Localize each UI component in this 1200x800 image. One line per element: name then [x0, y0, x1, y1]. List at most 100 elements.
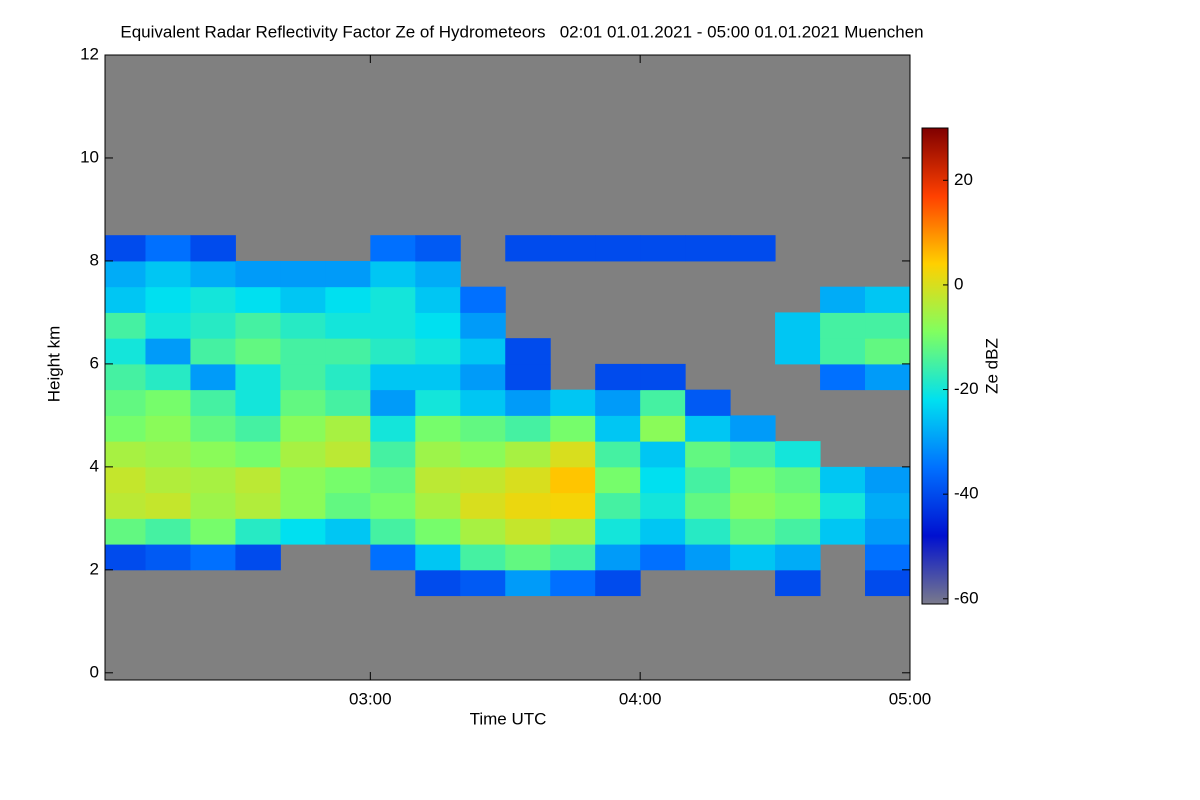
heatmap-cell — [190, 260, 236, 288]
heatmap-cell — [105, 235, 146, 262]
heatmap-cell — [460, 569, 506, 597]
heatmap-cell — [595, 466, 641, 494]
heatmap-cell — [105, 260, 146, 288]
heatmap-cell — [105, 466, 146, 494]
heatmap-cell — [595, 415, 641, 442]
heatmap-cell — [460, 441, 506, 468]
heatmap-cell — [505, 466, 551, 494]
heatmap-cell — [190, 363, 236, 391]
heatmap-cell — [730, 441, 776, 468]
heatmap-cell — [325, 415, 371, 442]
y-tick-label: 0 — [90, 662, 99, 681]
heatmap-cell — [415, 235, 461, 262]
heatmap-cell — [550, 544, 596, 571]
heatmap-cell — [775, 441, 821, 468]
heatmap-cell — [415, 569, 461, 597]
heatmap-cell — [280, 415, 326, 442]
heatmap-cell — [190, 544, 236, 571]
heatmap-cell — [145, 492, 191, 519]
heatmap-cell — [145, 415, 191, 442]
heatmap-cell — [460, 338, 506, 365]
heatmap-cell — [505, 544, 551, 571]
heatmap-cell — [865, 363, 911, 391]
heatmap-cell — [370, 415, 416, 442]
heatmap-cell — [865, 338, 911, 365]
heatmap-cell — [190, 415, 236, 442]
heatmap-cell — [280, 312, 326, 339]
y-tick-label: 8 — [90, 250, 99, 269]
heatmap-cell — [280, 260, 326, 288]
heatmap-cell — [325, 312, 371, 339]
heatmap-cell — [730, 235, 776, 262]
heatmap-cell — [505, 415, 551, 442]
heatmap-cell — [145, 466, 191, 494]
heatmap-cell — [550, 389, 596, 416]
colorbar-tick-label: -20 — [954, 379, 979, 398]
heatmap-cell — [685, 518, 731, 545]
heatmap-cell — [595, 441, 641, 468]
x-axis-label: Time UTC — [470, 709, 547, 728]
heatmap-cell — [550, 492, 596, 519]
heatmap-cell — [730, 544, 776, 571]
heatmap-cell — [235, 338, 281, 365]
heatmap-cell — [235, 544, 281, 571]
heatmap-cell — [595, 235, 641, 262]
heatmap-cell — [865, 312, 911, 339]
heatmap-cell — [505, 389, 551, 416]
heatmap-cell — [415, 260, 461, 288]
heatmap-cell — [550, 569, 596, 597]
heatmap-cell — [325, 286, 371, 313]
heatmap-cell — [145, 338, 191, 365]
heatmap-cell — [190, 338, 236, 365]
heatmap-cell — [865, 544, 911, 571]
y-axis-label: Height km — [44, 326, 63, 403]
heatmap-cell — [280, 441, 326, 468]
heatmap-cell — [190, 235, 236, 262]
heatmap-cell — [370, 518, 416, 545]
heatmap-cell — [145, 260, 191, 288]
heatmap-cell — [865, 492, 911, 519]
heatmap-cell — [190, 389, 236, 416]
heatmap-cell — [505, 338, 551, 365]
heatmap-cell — [460, 518, 506, 545]
heatmap-cell — [190, 466, 236, 494]
heatmap-cell — [415, 312, 461, 339]
heatmap-cell — [105, 312, 146, 339]
heatmap-cell — [105, 363, 146, 391]
heatmap-cell — [235, 363, 281, 391]
heatmap-cell — [325, 260, 371, 288]
heatmap-cell — [685, 492, 731, 519]
heatmap-cell — [325, 518, 371, 545]
heatmap-cell — [505, 235, 551, 262]
colorbar-tick-label: 20 — [954, 170, 973, 189]
heatmap-cell — [730, 518, 776, 545]
heatmap-cell — [775, 492, 821, 519]
heatmap-cell — [640, 415, 686, 442]
colorbar-tick-label: -40 — [954, 484, 979, 503]
y-tick-label: 2 — [90, 559, 99, 578]
x-tick-label: 03:00 — [349, 689, 392, 708]
heatmap-cell — [325, 441, 371, 468]
heatmap-cell — [595, 569, 641, 597]
heatmap-cell — [595, 544, 641, 571]
heatmap-cell — [370, 492, 416, 519]
heatmap-cell — [775, 544, 821, 571]
heatmap-cell — [235, 518, 281, 545]
heatmap-cell — [370, 260, 416, 288]
heatmap-cell — [685, 235, 731, 262]
heatmap-cell — [460, 312, 506, 339]
heatmap-cell — [280, 492, 326, 519]
heatmap-cell — [415, 363, 461, 391]
heatmap-cell — [595, 518, 641, 545]
heatmap-cell — [190, 286, 236, 313]
heatmap-cell — [105, 286, 146, 313]
heatmap-cell — [640, 518, 686, 545]
heatmap-cell — [730, 466, 776, 494]
heatmap-cell — [820, 518, 866, 545]
y-tick-label: 10 — [80, 147, 99, 166]
heatmap-cell — [370, 466, 416, 494]
heatmap-cell — [415, 415, 461, 442]
heatmap-cell — [415, 518, 461, 545]
heatmap-cell — [105, 338, 146, 365]
